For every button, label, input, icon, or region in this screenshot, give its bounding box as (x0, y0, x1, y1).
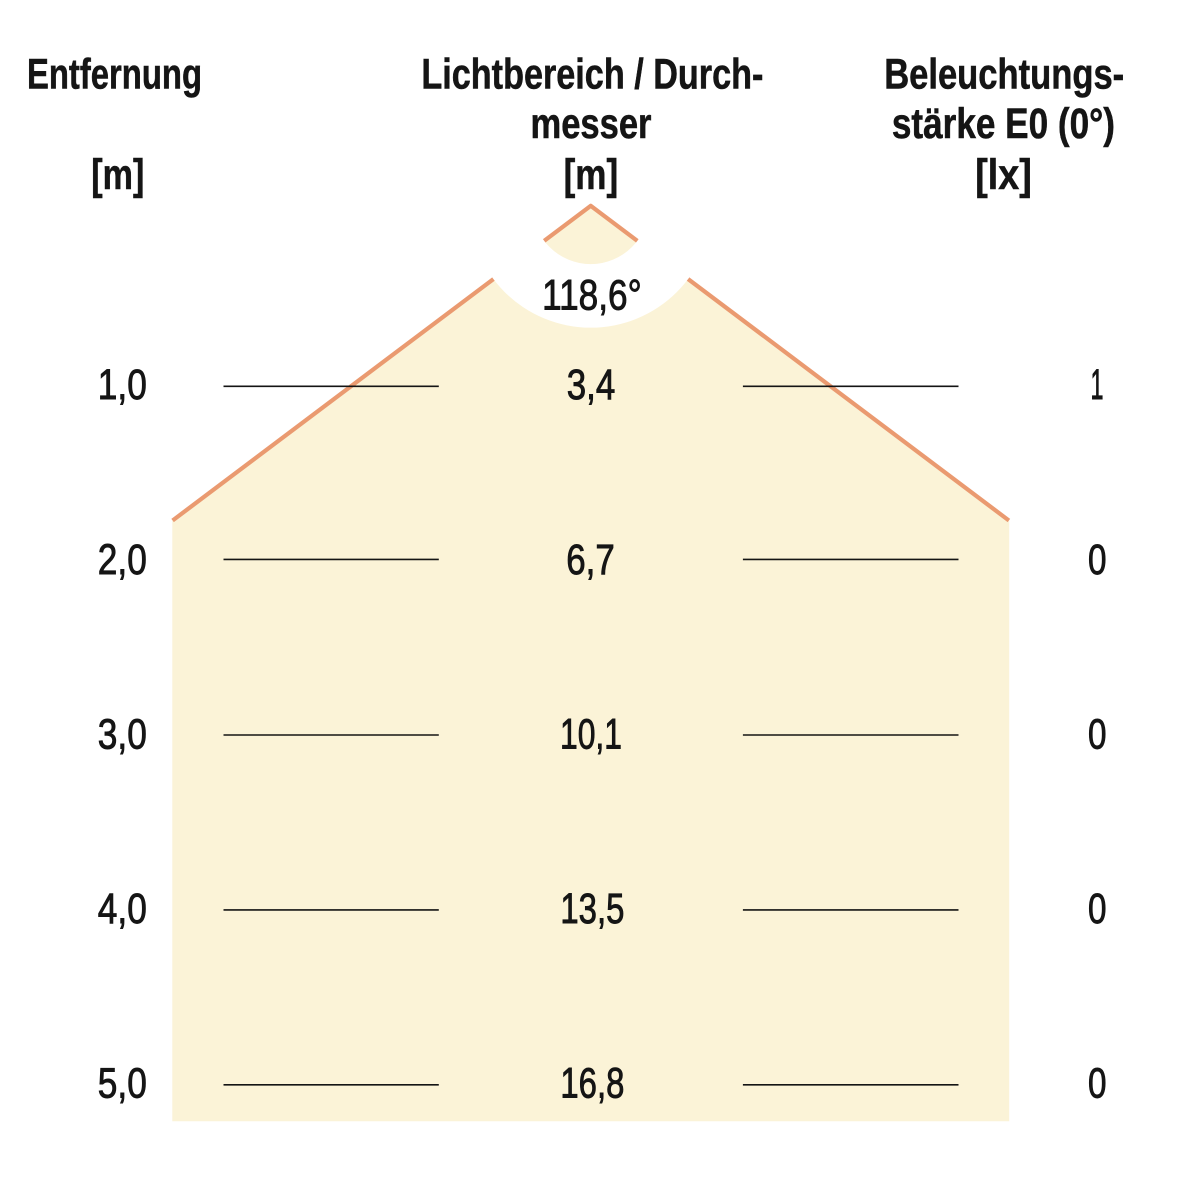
svg-text:16,8: 16,8 (560, 1060, 624, 1108)
svg-text:1,0: 1,0 (98, 361, 147, 409)
svg-text:5,0: 5,0 (98, 1060, 147, 1108)
svg-text:118,6°: 118,6° (542, 272, 642, 320)
svg-text:[lx]: [lx] (975, 151, 1032, 199)
svg-text:[m]: [m] (91, 151, 144, 199)
svg-text:Beleuchtungs-: Beleuchtungs- (884, 51, 1124, 99)
svg-text:[m]: [m] (564, 151, 619, 199)
svg-text:2,0: 2,0 (98, 536, 147, 584)
svg-text:13,5: 13,5 (560, 885, 624, 933)
svg-text:1: 1 (1091, 361, 1104, 409)
svg-text:Entfernung: Entfernung (27, 51, 202, 99)
svg-text:messer: messer (531, 100, 652, 148)
svg-text:Lichtbereich / Durch-: Lichtbereich / Durch- (421, 50, 763, 98)
svg-text:0: 0 (1088, 885, 1107, 933)
svg-text:0: 0 (1088, 1060, 1107, 1108)
svg-text:3,0: 3,0 (98, 711, 147, 759)
svg-text:0: 0 (1088, 536, 1107, 584)
svg-text:stärke E0 (0°): stärke E0 (0°) (892, 100, 1115, 148)
svg-text:0: 0 (1088, 711, 1107, 759)
svg-text:6,7: 6,7 (566, 536, 615, 584)
svg-text:10,1: 10,1 (560, 711, 622, 759)
svg-text:4,0: 4,0 (98, 885, 147, 933)
svg-text:3,4: 3,4 (567, 361, 616, 409)
